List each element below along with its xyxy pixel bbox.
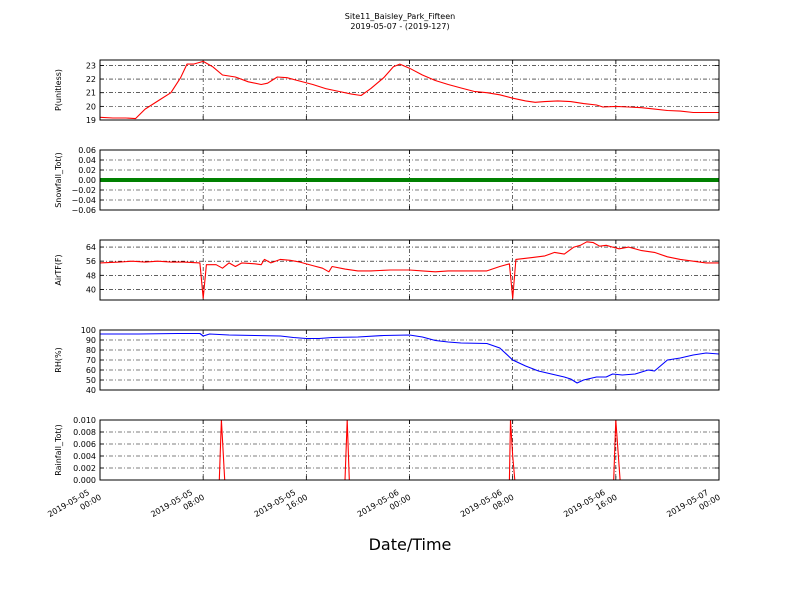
chart-title-line2: 2019-05-07 - (2019-127) [350,22,449,31]
y-tick-label: −0.06 [71,206,96,215]
y-tick-label: 70 [86,356,96,365]
y-tick-label: 0.010 [73,416,96,425]
y-tick-label: 90 [86,336,96,345]
y-tick-label: 0.002 [73,464,96,473]
y-tick-label: 22 [86,75,96,84]
axes-frame-rh [99,329,720,391]
series-line-p [99,60,719,120]
chart-title-line1: Site11_Baisley_Park_Fifteen [345,12,455,21]
y-tick-label: 20 [86,102,96,111]
axes-frame-airt [99,239,720,301]
x-axis-label: Date/Time [369,535,452,554]
series-line-airt [99,241,719,299]
y-tick-label: 0.06 [78,146,96,155]
axes-frame-rain [99,419,720,481]
y-axis-label-airt: AirTF(F) [54,254,63,285]
y-axis-label-rain: Rainfall_Tot() [54,424,63,476]
y-tick-label: 40 [86,386,96,395]
y-tick-label: 0.006 [73,440,96,449]
x-tick-labels: 2019-05-0500:00 2019-05-0508:00 2019-05-05… [46,484,722,528]
y-tick-label: 0.008 [73,428,96,437]
y-tick-label: 56 [86,257,96,266]
y-tick-label: −0.04 [71,196,96,205]
y-tick-label: 0.04 [78,156,96,165]
y-axis-label-p: P(unitless) [54,69,63,111]
y-tick-label: −0.02 [71,186,96,195]
y-tick-label: 50 [86,376,96,385]
y-axis-label-rh: RH(%) [54,347,63,372]
y-tick-label: 23 [86,61,96,70]
y-tick-label: 19 [86,116,96,125]
y-tick-label: 100 [81,326,96,335]
y-tick-label: 0.004 [73,452,96,461]
y-tick-label: 64 [86,243,96,252]
subplot-rain: 0.000 0.002 0.004 0.006 0.008 0.010 Rainfall_T… [54,416,720,485]
y-tick-label: 48 [86,271,96,280]
x-tick-label: 2019-05-0616:00 [562,484,619,528]
x-tick-label: 2019-05-0600:00 [356,484,413,528]
x-tick-label: 2019-05-0508:00 [149,484,206,528]
x-tick-label: 2019-05-0700:00 [665,484,722,528]
y-tick-label: 21 [86,89,96,98]
subplots-group: 1920212223P(unitless)−0.06−0.04−0.020.00… [54,59,720,485]
axes-frame-snow [99,149,720,211]
axes-frame-p [99,59,720,121]
y-tick-label: 0.02 [78,166,96,175]
x-tick-label: 2019-05-0500:00 [46,484,103,528]
y-tick-label: 60 [86,366,96,375]
y-tick-label: 0.00 [78,176,96,185]
series-line-rh [100,332,720,384]
subplot-p: 19 20 21 22 23 P(unitless) [54,59,720,125]
subplot-airt: 40 48 56 64 AirTF(F) [54,239,720,301]
subplot-snow: −0.06−0.04−0.020.000.020.040.06 Snowfall_… [54,146,720,215]
y-axis-label-snow: Snowfall_Tot() [54,152,63,208]
x-tick-label: 2019-05-0608:00 [459,484,516,528]
y-tick-label: 40 [86,285,96,294]
x-tick-label: 2019-05-0516:00 [253,484,310,528]
y-tick-label: 80 [86,346,96,355]
y-tick-label: 0.000 [73,476,96,485]
